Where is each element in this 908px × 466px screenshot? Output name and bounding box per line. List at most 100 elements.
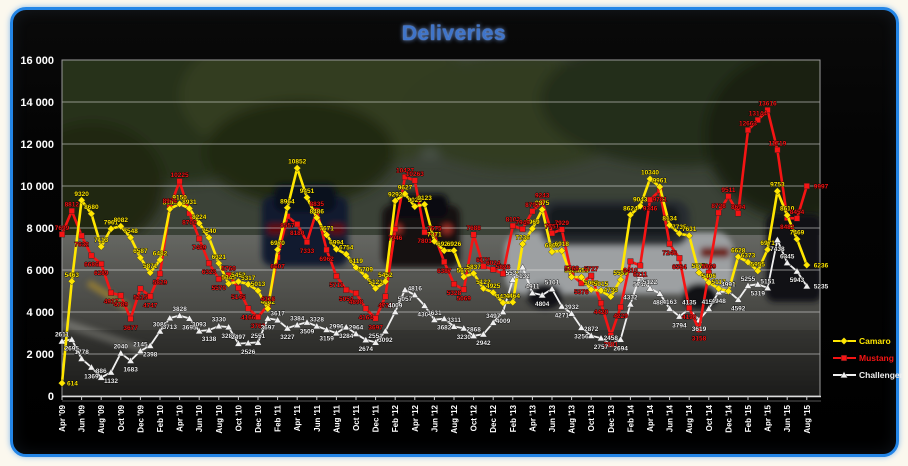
data-label-camaro: 9292	[388, 191, 403, 198]
data-label-camaro: 8610	[780, 206, 795, 213]
data-point-marker	[548, 247, 556, 256]
data-point-marker	[558, 226, 565, 233]
x-axis-label: Apr '15	[764, 404, 773, 431]
data-point-marker	[126, 356, 135, 364]
data-point-marker	[205, 326, 213, 334]
y-axis-label: 2 000	[26, 349, 54, 361]
data-label-mustang: 12663	[739, 121, 757, 128]
data-point-marker	[146, 268, 155, 277]
data-label-camaro: 5837	[466, 264, 481, 271]
data-point-marker	[440, 246, 449, 255]
data-point-marker	[460, 286, 467, 293]
data-point-marker	[480, 263, 487, 270]
data-point-marker	[753, 267, 762, 275]
data-label-mustang: 7688	[466, 225, 481, 232]
legend-item-challenger[interactable]: Challenger	[833, 370, 904, 380]
x-axis-label: Dec '14	[724, 404, 733, 432]
data-point-marker	[754, 116, 761, 123]
data-label-camaro: 9627	[398, 184, 413, 191]
y-axis-label: 10 000	[20, 181, 54, 193]
data-point-marker	[587, 285, 596, 294]
data-point-marker	[401, 189, 409, 198]
data-label-challenger: 4163	[662, 299, 677, 306]
data-label-camaro: 5122	[476, 279, 491, 286]
data-label-challenger: 4911	[525, 283, 539, 290]
legend-item-camaro[interactable]: Camaro	[833, 336, 891, 346]
legend-item-mustang[interactable]: Mustang	[833, 353, 894, 363]
data-label-mustang: 3158	[692, 336, 707, 343]
data-label-mustang: 7946	[388, 235, 403, 242]
data-label-camaro: 5659	[574, 268, 589, 275]
data-point-marker	[87, 209, 96, 218]
data-point-marker	[137, 285, 144, 292]
data-point-marker	[637, 262, 644, 269]
data-label-mustang: 10263	[406, 171, 424, 178]
data-label-challenger: 2757	[594, 344, 609, 351]
data-label-challenger: 2872	[584, 326, 599, 333]
data-label-mustang: 13616	[759, 101, 777, 108]
data-point-marker	[763, 284, 772, 291]
data-label-challenger: 4991	[721, 282, 736, 289]
data-point-marker	[469, 331, 478, 339]
data-label-mustang: 9346	[643, 206, 658, 213]
data-point-marker	[793, 267, 801, 275]
data-point-marker	[273, 316, 282, 324]
data-label-mustang: 8694	[731, 204, 746, 211]
data-label-challenger: 3328	[310, 317, 325, 324]
data-point-marker	[312, 213, 321, 222]
data-point-marker	[67, 335, 76, 343]
data-label-challenger: 3631	[427, 310, 442, 317]
x-axis-label: Jun '11	[313, 404, 322, 431]
data-label-challenger: 5122	[643, 279, 658, 286]
data-label-challenger: 4157	[702, 299, 717, 306]
data-label-challenger: 2694	[613, 345, 628, 352]
x-axis-label: Dec '12	[489, 404, 498, 432]
data-label-camaro: 5123	[368, 279, 383, 286]
data-label-camaro: 10340	[641, 169, 659, 176]
data-point-marker	[685, 231, 694, 240]
data-point-marker	[77, 196, 86, 205]
data-point-marker	[175, 199, 184, 208]
data-point-marker	[774, 146, 781, 153]
data-point-marker	[165, 314, 174, 322]
data-label-mustang: 6410	[623, 267, 638, 274]
data-point-marker	[744, 258, 752, 267]
data-label-camaro: 8082	[114, 217, 129, 224]
data-point-marker	[450, 246, 458, 255]
data-label-camaro: 8134	[662, 216, 677, 223]
data-point-marker	[695, 268, 703, 277]
data-label-challenger: 3619	[692, 326, 707, 333]
data-point-marker	[254, 286, 262, 295]
data-point-marker	[557, 246, 566, 255]
x-axis-label: Feb '14	[626, 404, 635, 432]
data-label-camaro: 9150	[172, 194, 187, 201]
data-point-marker	[116, 222, 125, 231]
data-point-marker	[332, 245, 341, 254]
data-point-marker	[538, 291, 547, 299]
data-point-marker	[215, 276, 222, 283]
data-point-marker	[518, 240, 527, 248]
data-point-marker	[802, 261, 811, 269]
data-label-challenger: 3828	[172, 306, 187, 313]
data-label-challenger: 2942	[476, 340, 491, 347]
data-point-marker	[489, 318, 498, 326]
data-label-challenger: 3682	[437, 325, 452, 332]
data-point-marker	[451, 281, 457, 288]
data-point-marker	[598, 300, 604, 307]
data-point-marker	[59, 231, 65, 238]
data-label-mustang: 8454	[790, 209, 805, 216]
data-point-marker	[528, 289, 537, 296]
data-label-mustang: 8835	[310, 201, 325, 208]
data-label-camaro: 6866	[545, 242, 560, 249]
data-label-camaro: 9753	[770, 182, 785, 189]
data-point-marker	[165, 205, 174, 213]
data-label-camaro: 8875	[535, 200, 550, 207]
series-camaro	[58, 164, 811, 387]
data-label-challenger: 3086	[153, 322, 168, 329]
x-axis-label: Aug '10	[215, 404, 224, 433]
data-label-mustang: 8728	[711, 203, 726, 210]
data-label-challenger: 1683	[123, 367, 138, 374]
data-point-marker	[323, 246, 330, 253]
data-label-camaro: 6970	[270, 240, 285, 247]
data-label-mustang: 6607	[270, 263, 285, 270]
